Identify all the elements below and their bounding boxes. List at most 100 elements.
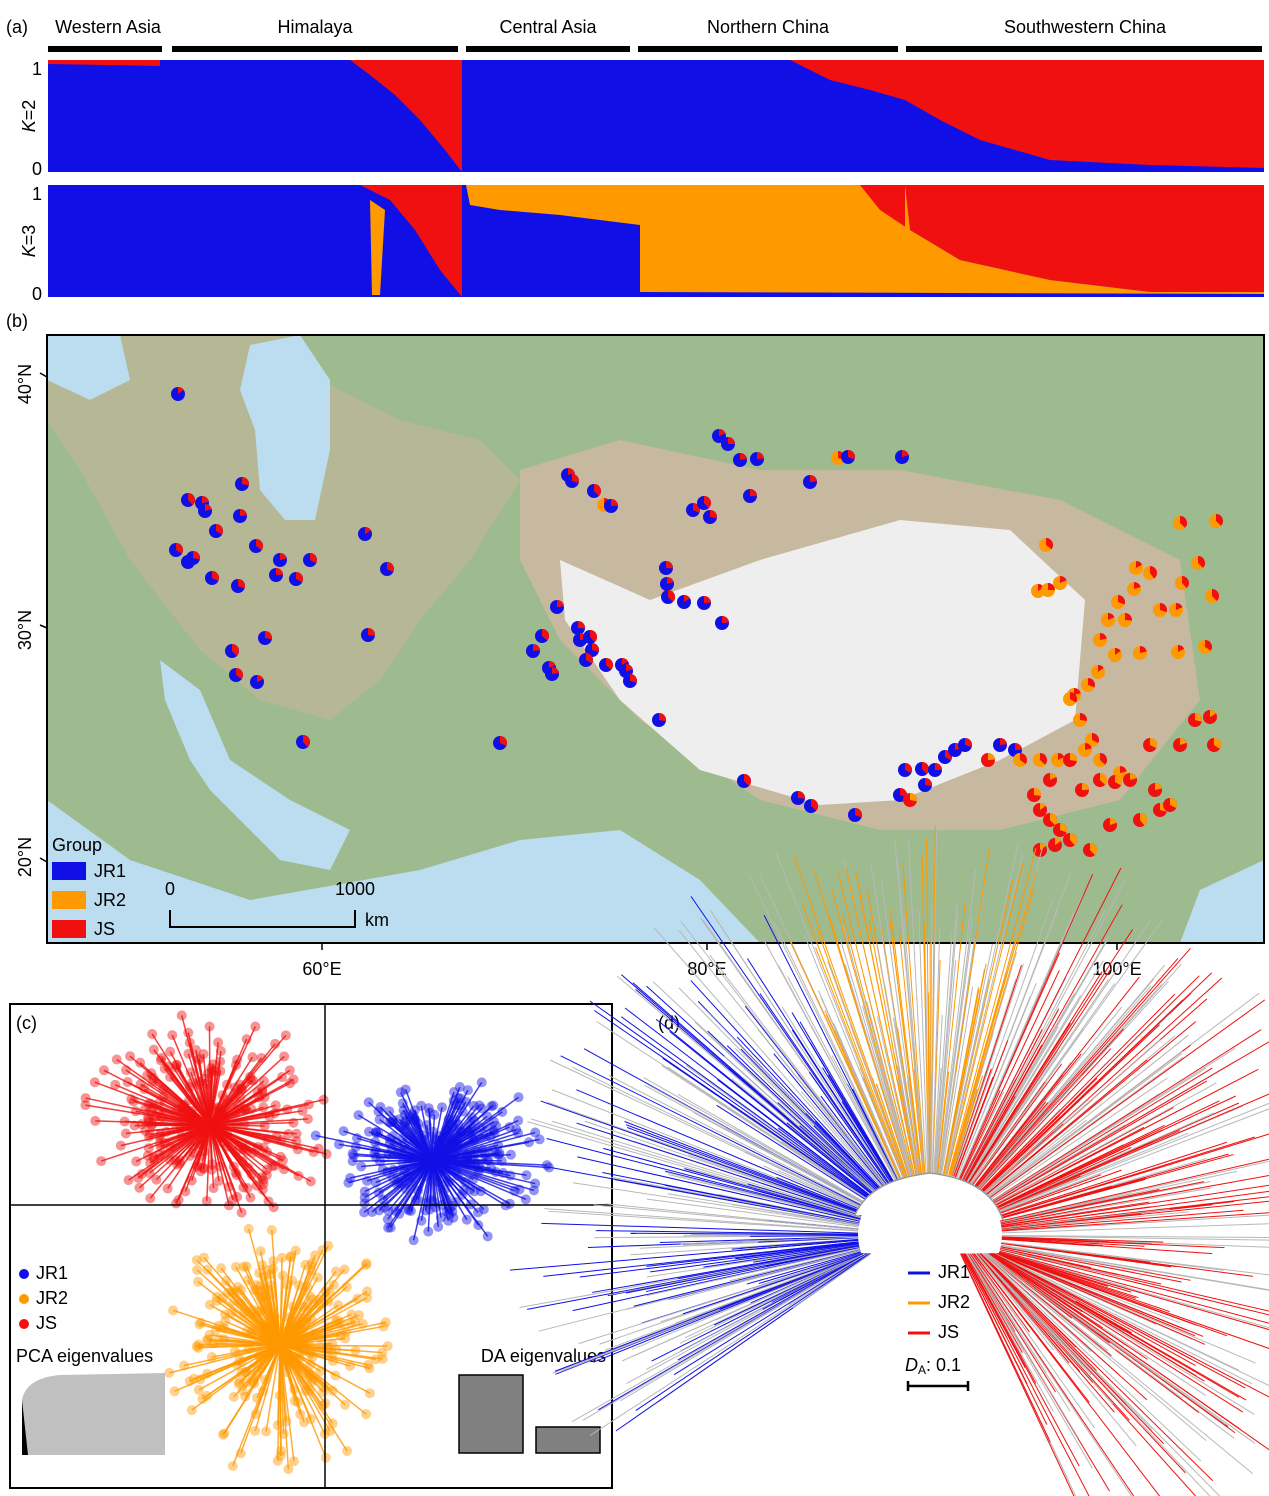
branch xyxy=(827,961,907,1177)
site-pie-slice xyxy=(1100,633,1107,640)
branch xyxy=(808,1071,889,1185)
cluster-point xyxy=(333,1139,344,1150)
cluster-line xyxy=(128,1124,211,1181)
cluster-point xyxy=(214,1334,225,1345)
branch xyxy=(723,1055,877,1194)
site-pie-slice xyxy=(265,631,273,640)
branch xyxy=(869,1033,911,1176)
branch xyxy=(944,943,993,1175)
branch xyxy=(1001,1242,1253,1277)
branch xyxy=(975,1253,1137,1447)
cluster-line xyxy=(279,1257,283,1346)
cluster-point xyxy=(284,1078,295,1089)
branch xyxy=(994,1129,1163,1210)
branch xyxy=(817,990,902,1179)
branch xyxy=(993,1126,1145,1207)
cluster-point xyxy=(432,1135,443,1146)
branch xyxy=(897,1027,920,1174)
branch xyxy=(845,868,915,1175)
branch xyxy=(844,1057,901,1179)
cluster-line xyxy=(279,1344,311,1392)
branch xyxy=(854,969,912,1176)
branch xyxy=(960,970,1060,1180)
branch xyxy=(994,1134,1150,1209)
cluster-point xyxy=(436,1212,447,1223)
legend-label: JR1 xyxy=(94,861,126,881)
cluster-point xyxy=(258,1386,269,1397)
admixture-k2 xyxy=(48,60,1264,172)
site-pie-slice xyxy=(902,450,909,457)
branch xyxy=(648,1084,868,1206)
branch xyxy=(934,932,953,1174)
cluster-line xyxy=(262,1344,281,1392)
branch xyxy=(1000,1247,1162,1285)
branch xyxy=(980,993,1176,1192)
branch xyxy=(982,1253,1092,1353)
cluster-point xyxy=(331,1344,342,1355)
cluster-point xyxy=(80,1093,91,1104)
cluster-point xyxy=(258,1324,269,1335)
cluster-point xyxy=(310,1250,321,1261)
cluster-point xyxy=(184,1376,195,1387)
cluster-line xyxy=(393,1159,433,1171)
branch xyxy=(985,1034,1189,1197)
cluster-point xyxy=(382,1341,393,1352)
branch xyxy=(991,1067,1213,1204)
cluster-point xyxy=(476,1077,487,1088)
cluster-point xyxy=(371,1152,382,1163)
branch xyxy=(707,1030,879,1193)
legend-label: JS xyxy=(94,919,115,939)
site-pie-slice xyxy=(611,499,618,506)
branch xyxy=(664,1184,860,1224)
cluster-point xyxy=(255,1246,266,1257)
cluster-point xyxy=(250,1021,261,1032)
cluster-point xyxy=(304,1368,315,1379)
cluster-line xyxy=(209,1080,265,1126)
site-pie-slice xyxy=(303,735,311,748)
cluster-point xyxy=(351,1133,362,1144)
site-pie-slice xyxy=(1115,648,1121,655)
branch xyxy=(999,1250,1269,1324)
branch xyxy=(930,1077,932,1174)
cluster-line xyxy=(151,1033,211,1126)
branch xyxy=(999,1249,1269,1316)
branch xyxy=(684,1168,861,1219)
cluster-point xyxy=(272,1455,283,1466)
cluster-point xyxy=(488,1116,499,1127)
branch xyxy=(980,975,1200,1192)
cluster-point xyxy=(496,1155,507,1166)
branch xyxy=(839,938,911,1176)
cluster-point xyxy=(183,1027,194,1038)
cluster-point xyxy=(130,1106,141,1117)
cluster-point xyxy=(162,1183,173,1194)
cluster xyxy=(80,1010,332,1218)
site-pie-slice xyxy=(1098,665,1104,672)
cluster-point xyxy=(380,1317,391,1328)
legend-dot xyxy=(19,1294,29,1304)
cluster-line xyxy=(148,1124,211,1149)
branch xyxy=(943,989,980,1175)
cluster-point xyxy=(400,1084,411,1095)
site-pie-slice xyxy=(500,736,507,747)
branch xyxy=(1001,1238,1103,1246)
scale-label: 1000 xyxy=(335,879,375,899)
cluster-point xyxy=(235,1298,246,1309)
cluster-line xyxy=(209,1124,258,1187)
branch xyxy=(991,1253,1240,1398)
cluster-point xyxy=(327,1385,338,1396)
cluster-point xyxy=(228,1161,239,1172)
site-pie-slice xyxy=(810,475,817,482)
branch xyxy=(675,1253,863,1324)
cluster-point xyxy=(394,1208,405,1219)
branch xyxy=(509,1239,859,1271)
cluster-line xyxy=(378,1159,433,1211)
cluster-line xyxy=(431,1159,536,1185)
legend-label: JR2 xyxy=(94,890,126,910)
cluster-line xyxy=(138,1124,211,1189)
branch xyxy=(977,1253,1114,1404)
branch xyxy=(907,840,927,1174)
cluster-point xyxy=(306,1260,317,1271)
branch xyxy=(994,1253,1253,1385)
site-pie-slice xyxy=(1180,738,1187,745)
scale-label: 0 xyxy=(165,879,175,899)
